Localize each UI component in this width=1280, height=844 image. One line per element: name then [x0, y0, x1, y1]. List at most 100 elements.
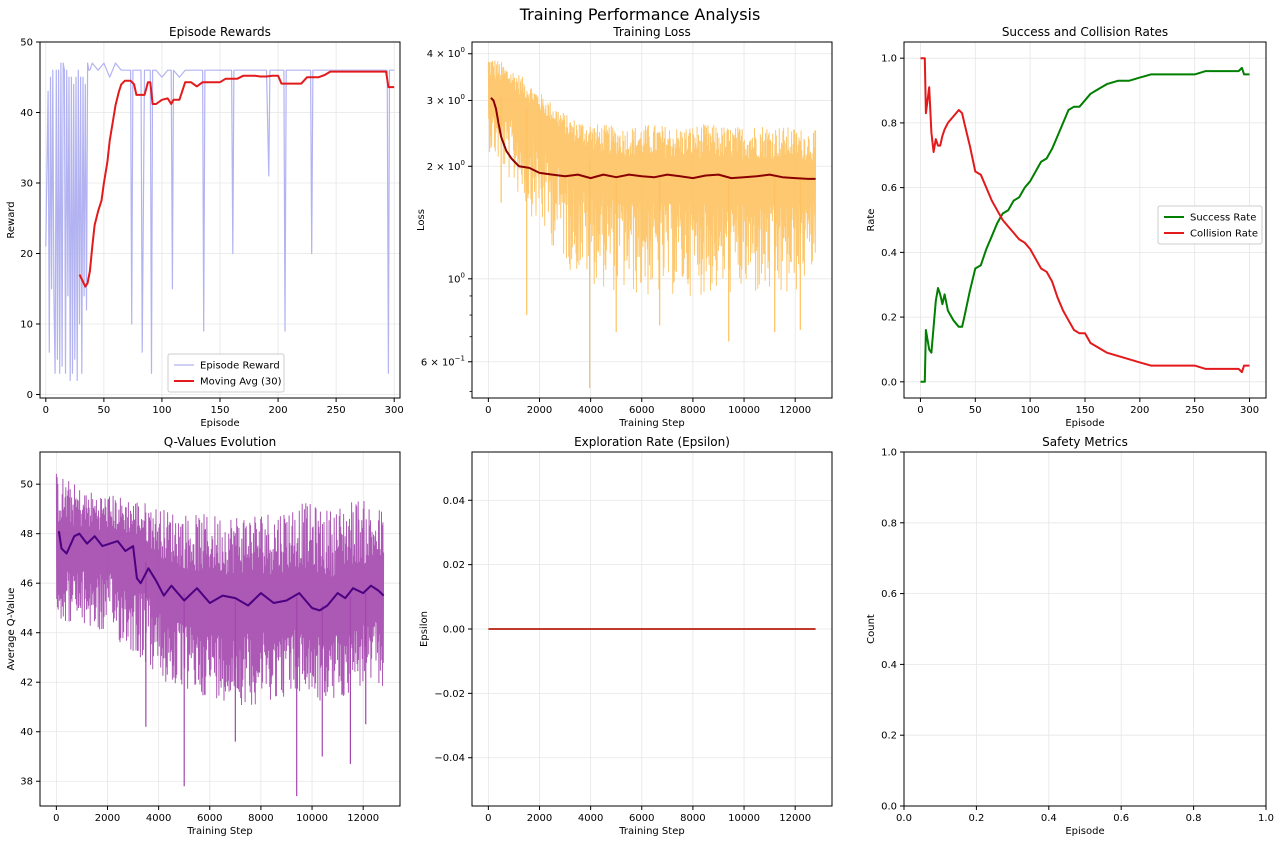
- y-tick-label: 0.00: [443, 625, 465, 636]
- series-loss-raw-line: [487, 60, 817, 296]
- x-tick-label: 0.6: [1113, 813, 1129, 824]
- y-tick-label: 0.6: [881, 589, 897, 600]
- axes-frame: [471, 41, 833, 399]
- x-tick-label: 300: [1240, 405, 1259, 416]
- y-tick-label: 0.8: [881, 118, 897, 129]
- y-tick-label-base: 3 × 10: [427, 96, 461, 107]
- y-tick-label: −0.02: [434, 689, 465, 700]
- y-tick-label: 0.0: [881, 802, 897, 813]
- y-tick-label-exponent: 0: [461, 271, 465, 279]
- legend-box: [1157, 205, 1263, 245]
- x-tick-label: 0.2: [968, 813, 984, 824]
- legend-box: [167, 353, 285, 393]
- x-tick-label: 50: [969, 405, 982, 416]
- x-tick-label: 300: [385, 405, 404, 416]
- y-tick-label: 46: [20, 579, 33, 590]
- y-tick-label: 1.0: [881, 448, 897, 459]
- legend-label: Collision Rate: [1190, 229, 1258, 240]
- x-tick-label: 250: [1185, 405, 1204, 416]
- panel-title: Training Loss: [612, 25, 690, 39]
- y-tick-label: 0.8: [881, 518, 897, 529]
- y-axis-label: Average Q-Value: [6, 588, 17, 671]
- x-tick-label: 10000: [296, 813, 328, 824]
- x-tick-label: 12000: [779, 813, 811, 824]
- y-tick-label: 0.02: [443, 560, 465, 571]
- y-tick-label-base: 10: [448, 274, 461, 285]
- grid: [903, 451, 1267, 807]
- x-tick-label: 10000: [728, 813, 760, 824]
- y-tick-label: 42: [20, 678, 33, 689]
- series-qvalues-raw-line: [55, 473, 385, 706]
- figure-title: Training Performance Analysis: [519, 5, 761, 24]
- panel-epsilon: 0 2000 4000 6000 8000 10000 12000 −0.04 −0.02 0.0…: [419, 435, 833, 837]
- y-tick-label: 2 × 100: [427, 159, 465, 173]
- y-tick-label: 0: [27, 390, 33, 401]
- axes-frame: [39, 451, 401, 807]
- panel-title: Episode Rewards: [169, 25, 271, 39]
- series-group: [55, 473, 385, 797]
- x-tick-label: 4000: [146, 813, 171, 824]
- panel-title: Safety Metrics: [1042, 435, 1128, 449]
- y-tick-label-base: 4 × 10: [427, 49, 461, 60]
- x-tick-label: 4000: [578, 405, 603, 416]
- grid: [40, 41, 400, 398]
- y-tick-label: 0.0: [881, 377, 897, 388]
- y-tick-label-base: 2 × 10: [427, 162, 461, 173]
- panel-qvalues: 0 2000 4000 6000 8000 10000 12000 38 40 42 44 46 48 5…: [6, 435, 401, 837]
- y-axis-label: Loss: [416, 209, 427, 231]
- x-axis-label: Episode: [200, 418, 239, 429]
- y-tick-label: 10: [20, 319, 33, 330]
- y-tick-label: 4 × 100: [427, 46, 465, 60]
- x-axis-label: Training Step: [618, 418, 684, 429]
- series-rates-success-rate-line: [920, 66, 1250, 383]
- x-tick-label: 0.0: [896, 813, 912, 824]
- legend-label: Moving Avg (30): [200, 377, 282, 388]
- y-tick-label: 40: [20, 727, 33, 738]
- x-tick-label: 12000: [779, 405, 811, 416]
- y-tick-label: 40: [20, 108, 33, 119]
- y-tick-label-exponent: 0: [461, 46, 465, 54]
- panel-safety: 0.0 0.2 0.4 0.6 0.8 1.0 0.0 0.2 0.4 0.6 0.8 1.0 Safe…: [866, 435, 1274, 837]
- x-tick-label: 4000: [578, 813, 603, 824]
- axes-frame: [903, 451, 1267, 807]
- x-axis-label: Episode: [1065, 826, 1104, 837]
- y-tick-label: 6 × 10−1: [421, 354, 465, 368]
- x-tick-label: 150: [1075, 405, 1094, 416]
- x-tick-label: 2000: [527, 813, 552, 824]
- x-tick-label: 8000: [248, 813, 273, 824]
- y-tick-label-exponent: −1: [455, 354, 465, 362]
- y-tick-label: 0.4: [881, 248, 897, 259]
- y-axis-label: Rate: [866, 209, 877, 232]
- series-rewards-moving-avg-30--line: [78, 70, 395, 288]
- y-tick-label-exponent: 0: [461, 93, 465, 101]
- x-tick-label: 0.8: [1186, 813, 1202, 824]
- legend: Success Rate Collision Rate: [1157, 205, 1263, 245]
- x-tick-label: 100: [1021, 405, 1040, 416]
- y-tick-label: 0.4: [881, 660, 897, 671]
- x-tick-label: 150: [210, 405, 229, 416]
- x-tick-label: 10000: [728, 405, 760, 416]
- y-tick-label: 0.2: [881, 731, 897, 742]
- x-tick-label: 0: [53, 813, 59, 824]
- x-tick-label: 250: [327, 405, 346, 416]
- y-tick-label: 20: [20, 249, 33, 260]
- x-tick-label: 0.4: [1041, 813, 1057, 824]
- y-tick-label-base: 6 × 10: [421, 357, 455, 368]
- x-tick-label: 2000: [527, 405, 552, 416]
- series-rates-collision-rate-line: [920, 57, 1250, 374]
- y-axis-label: Count: [866, 614, 877, 644]
- series-group: [920, 57, 1250, 383]
- y-tick-label-exponent: 0: [461, 159, 465, 167]
- x-tick-label: 100: [152, 405, 171, 416]
- legend-label: Episode Reward: [200, 361, 280, 372]
- y-tick-label: 38: [20, 777, 33, 788]
- x-tick-label: 1.0: [1258, 813, 1274, 824]
- y-tick-label: 30: [20, 178, 33, 189]
- panel-rewards: 0 50 100 150 200 250 300 0 10 20 30 40 50 Episode Rew…: [6, 25, 404, 429]
- x-tick-label: 6000: [197, 813, 222, 824]
- y-tick-label: 0.2: [881, 313, 897, 324]
- y-tick-label: 50: [20, 38, 33, 49]
- series-rewards-episode-reward-line: [45, 62, 395, 381]
